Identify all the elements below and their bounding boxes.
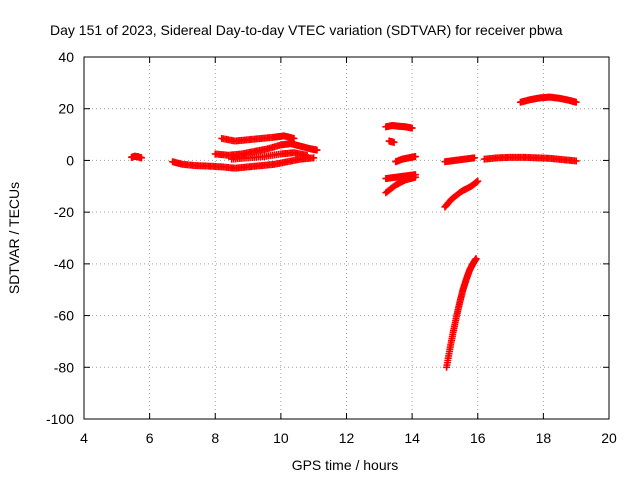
data-series [385,137,398,146]
data-series [382,173,419,197]
y-tick-label: -20 [54,204,74,220]
y-tick-label: -80 [54,359,74,375]
data-point [390,138,398,146]
x-tick-label: 14 [404,430,420,446]
chart-title: Day 151 of 2023, Sidereal Day-to-day VTE… [50,22,563,38]
y-tick-label: -100 [46,411,74,427]
data-point [313,146,321,154]
data-series [228,149,311,163]
y-tick-label: 40 [58,49,74,65]
x-tick-label: 10 [273,430,289,446]
data-marks [128,93,580,371]
x-axis-label: GPS time / hours [292,457,399,473]
data-point [411,153,419,161]
y-tick-label: -60 [54,308,74,324]
data-series [480,153,580,165]
data-point [572,157,580,165]
y-tick-label: -40 [54,256,74,272]
data-point [137,154,145,162]
y-tick-label: 0 [66,152,74,168]
data-point [303,151,311,159]
data-series [382,122,416,132]
x-tick-label: 8 [211,430,219,446]
y-axis-label: SDTVAR / TECUs [6,182,22,294]
x-tick-label: 12 [339,430,355,446]
data-point [474,177,482,185]
data-series [392,153,419,166]
grid [84,57,609,419]
data-point [408,124,416,132]
data-series [516,93,580,106]
data-series [441,177,482,211]
data-series [443,255,480,371]
data-series [211,140,321,159]
data-series [128,152,145,162]
data-point [411,173,419,181]
x-tick-label: 4 [80,430,88,446]
x-tick-label: 20 [601,430,617,446]
x-tick-label: 16 [470,430,486,446]
data-series [382,171,419,183]
data-series [441,154,478,166]
data-point [470,154,478,162]
x-axis: 4 6 8 10 12 14 16 18 20 [80,57,617,446]
data-point [290,134,298,142]
data-point [572,98,580,106]
data-series [218,132,298,145]
data-point [472,255,480,263]
y-tick-label: 20 [58,101,74,117]
y-axis: -100 -80 -60 -40 -20 0 20 40 [46,49,609,427]
data-point [310,154,318,162]
x-tick-label: 6 [146,430,154,446]
x-tick-label: 18 [536,430,552,446]
